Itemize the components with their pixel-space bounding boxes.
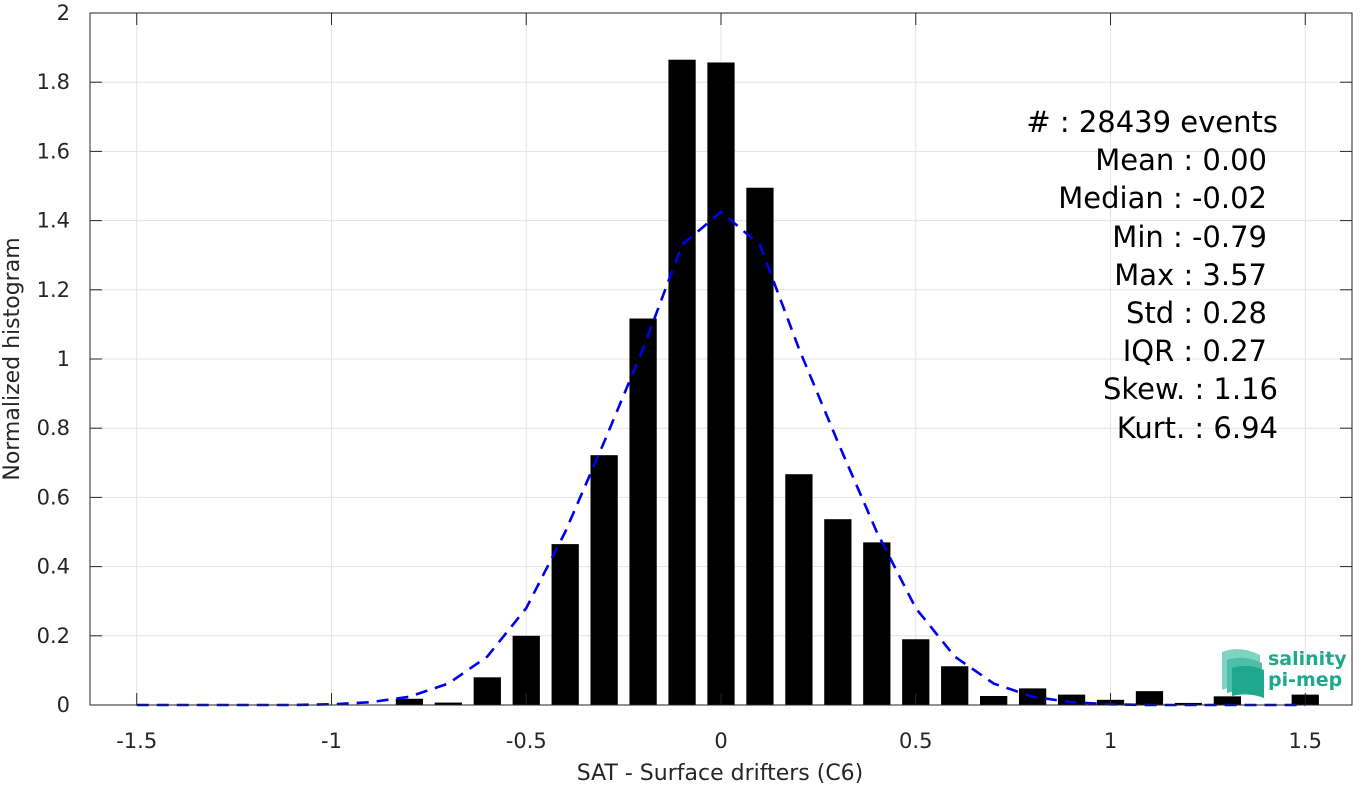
stat-min: Min : -0.79 [1112, 220, 1267, 254]
x-tick-label: 0 [714, 729, 727, 753]
x-tick-label: 1 [1104, 729, 1117, 753]
salinity-pi-mep-logo: salinity pi-mep [1222, 648, 1347, 698]
y-tick-label: 0 [57, 693, 70, 717]
histogram-bar [1213, 696, 1241, 705]
stat-max: Max : 3.57 [1114, 258, 1267, 292]
y-tick-label: 2 [57, 1, 70, 25]
x-tick-label: 0.5 [899, 729, 932, 753]
stat-std: Std : 0.28 [1126, 296, 1267, 330]
histogram-bar [1135, 691, 1164, 705]
histogram-bar [785, 474, 813, 705]
y-tick-label: 1.2 [37, 278, 70, 302]
y-axis-label: Normalized histogram [0, 237, 25, 480]
histogram-bar [824, 519, 852, 705]
histogram-bar [629, 318, 657, 705]
y-tick-label: 1.4 [37, 209, 70, 233]
x-tick-labels: -1.5 -1 -0.5 0 0.5 1 1.5 [116, 729, 1322, 753]
y-tick-label: 1.6 [37, 139, 70, 163]
x-tick-label: 1.5 [1289, 729, 1322, 753]
histogram-bar [863, 542, 891, 705]
stat-events: # : 28439 events [1026, 105, 1278, 139]
x-tick-label: -1.5 [116, 729, 157, 753]
y-tick-label: 0.6 [37, 485, 70, 509]
y-tick-label: 0.2 [37, 624, 70, 648]
histogram-bar [941, 666, 969, 705]
y-tick-label: 1.8 [37, 70, 70, 94]
histogram-bar [668, 59, 696, 705]
axis-ticks [90, 12, 1352, 706]
stat-median: Median : -0.02 [1058, 181, 1267, 215]
histogram-bars [395, 59, 1319, 706]
histogram-bar [746, 187, 774, 706]
histogram-bar [473, 677, 501, 705]
stat-mean: Mean : 0.00 [1095, 143, 1267, 177]
statistics-box: # : 28439 events Mean : 0.00 Median : -0… [1026, 105, 1278, 445]
x-tick-label: -0.5 [506, 729, 547, 753]
histogram-bar [551, 544, 579, 705]
y-tick-labels: 0 0.2 0.4 0.6 0.8 1 1.2 1.4 1.6 1.8 2 [37, 1, 70, 717]
y-tick-label: 1 [57, 347, 70, 371]
stat-iqr: IQR : 0.27 [1123, 334, 1267, 368]
y-tick-label: 0.8 [37, 416, 70, 440]
histogram-bar [1057, 694, 1086, 705]
logo-icon [1222, 649, 1264, 698]
stat-kurtosis: Kurt. : 6.94 [1117, 411, 1278, 445]
stat-skewness: Skew. : 1.16 [1103, 372, 1278, 406]
histogram-bar [590, 455, 618, 705]
logo-text-line1: salinity [1268, 648, 1347, 670]
histogram-bar [707, 62, 735, 705]
logo-text-line2: pi-mep [1268, 669, 1342, 691]
y-tick-label: 0.4 [37, 555, 70, 579]
x-tick-label: -1 [321, 729, 342, 753]
x-axis-label: SAT - Surface drifters (C6) [577, 761, 864, 785]
histogram-bar [434, 702, 462, 705]
histogram-bar [980, 696, 1008, 705]
histogram-bar [395, 698, 424, 705]
